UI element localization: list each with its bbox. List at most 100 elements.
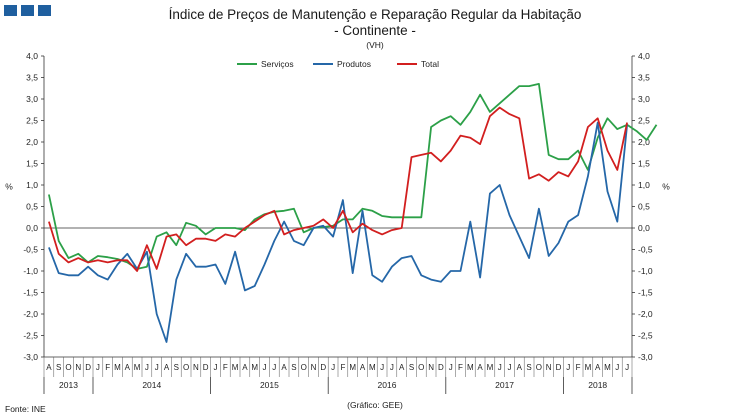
y-tick-label-left: 1,5	[26, 159, 38, 169]
x-month-label: J	[566, 363, 570, 372]
x-month-label: J	[272, 363, 276, 372]
x-month-label: O	[301, 363, 307, 372]
x-month-label: A	[595, 363, 601, 372]
x-month-label: A	[399, 363, 405, 372]
x-year-label: 2013	[59, 380, 78, 390]
x-month-label: F	[105, 363, 110, 372]
x-month-label: M	[487, 363, 494, 372]
x-month-label: J	[449, 363, 453, 372]
chart-credit: (Gráfico: GEE)	[347, 400, 403, 410]
x-month-label: M	[232, 363, 239, 372]
x-year-label: 2014	[142, 380, 161, 390]
y-tick-label-left: 2,5	[26, 116, 38, 126]
chart-subtitle: - Continente -	[334, 23, 416, 38]
x-month-label: M	[349, 363, 356, 372]
x-month-label: F	[458, 363, 463, 372]
x-month-label: J	[263, 363, 267, 372]
x-month-label: M	[251, 363, 258, 372]
x-month-label: A	[164, 363, 170, 372]
y-tick-label-right: -1,5	[638, 288, 653, 298]
y-tick-label-left: 2,0	[26, 137, 38, 147]
x-year-label: 2015	[260, 380, 279, 390]
x-month-label: N	[311, 363, 317, 372]
y-tick-label-right: 1,0	[638, 180, 650, 190]
x-month-label: D	[556, 363, 562, 372]
x-month-label: O	[65, 363, 71, 372]
chart-title: Índice de Preços de Manutenção e Reparaç…	[168, 7, 582, 22]
x-year-label: 2017	[495, 380, 514, 390]
y-tick-label-right: 0,5	[638, 202, 650, 212]
series-line-produtos	[48, 121, 628, 343]
y-tick-label-left: 4,0	[26, 51, 38, 61]
x-month-label: S	[56, 363, 61, 372]
logo-block	[21, 5, 34, 16]
y-tick-label-right: -0,5	[638, 245, 653, 255]
y-tick-label-right: 2,5	[638, 116, 650, 126]
y-tick-label-left: -3,0	[23, 352, 38, 362]
x-month-label: F	[576, 363, 581, 372]
x-month-label: N	[75, 363, 81, 372]
series-line-total	[48, 106, 628, 272]
x-month-label: J	[498, 363, 502, 372]
x-month-label: M	[467, 363, 474, 372]
x-month-label: J	[331, 363, 335, 372]
y-tick-label-right: -2,5	[638, 331, 653, 341]
logo-block	[4, 5, 17, 16]
y-tick-label-right: 2,0	[638, 137, 650, 147]
y-tick-label-left: 3,5	[26, 73, 38, 83]
y-axis-label-right: %	[662, 182, 670, 192]
x-month-label: O	[536, 363, 542, 372]
x-month-label: F	[223, 363, 228, 372]
x-month-label: M	[134, 363, 141, 372]
y-tick-label-right: -2,0	[638, 309, 653, 319]
x-month-label: N	[193, 363, 199, 372]
y-tick-label-left: -0,5	[23, 245, 38, 255]
y-axis-label-left: %	[5, 182, 13, 192]
x-year-label: 2018	[588, 380, 607, 390]
x-month-label: A	[46, 363, 52, 372]
y-tick-label-left: 0,5	[26, 202, 38, 212]
x-month-label: M	[585, 363, 592, 372]
x-month-label: S	[409, 363, 414, 372]
logo-block	[38, 5, 51, 16]
x-month-label: D	[320, 363, 326, 372]
x-month-label: F	[340, 363, 345, 372]
x-month-label: A	[125, 363, 131, 372]
x-month-label: J	[615, 363, 619, 372]
x-month-label: D	[438, 363, 444, 372]
y-tick-label-right: -3,0	[638, 352, 653, 362]
y-tick-label-left: 1,0	[26, 180, 38, 190]
y-tick-label-left: -1,5	[23, 288, 38, 298]
x-month-label: J	[625, 363, 629, 372]
x-month-label: J	[390, 363, 394, 372]
y-tick-label-left: 3,0	[26, 94, 38, 104]
x-month-label: M	[369, 363, 376, 372]
y-tick-label-left: 0,0	[26, 223, 38, 233]
x-month-label: S	[291, 363, 296, 372]
x-month-label: N	[546, 363, 552, 372]
legend-label: Total	[421, 59, 439, 69]
y-tick-label-left: -2,5	[23, 331, 38, 341]
x-month-label: J	[155, 363, 159, 372]
y-tick-label-right: 4,0	[638, 51, 650, 61]
chart-unit: (VH)	[366, 40, 384, 50]
y-tick-label-right: 0,0	[638, 223, 650, 233]
source-note: Fonte: INE	[5, 404, 46, 414]
series-line-servicos	[48, 83, 658, 270]
y-tick-label-right: 3,0	[638, 94, 650, 104]
legend-label: Serviços	[261, 59, 294, 69]
legend-label: Produtos	[337, 59, 371, 69]
y-tick-label-left: -1,0	[23, 266, 38, 276]
y-tick-label-right: 3,5	[638, 73, 650, 83]
x-month-label: A	[281, 363, 287, 372]
x-month-label: O	[183, 363, 189, 372]
ine-logo	[4, 5, 51, 16]
x-month-label: A	[360, 363, 366, 372]
y-tick-label-right: -1,0	[638, 266, 653, 276]
x-month-label: S	[526, 363, 531, 372]
x-month-label: J	[380, 363, 384, 372]
x-month-label: J	[508, 363, 512, 372]
x-month-label: J	[145, 363, 149, 372]
x-month-label: S	[174, 363, 179, 372]
x-month-label: M	[114, 363, 121, 372]
